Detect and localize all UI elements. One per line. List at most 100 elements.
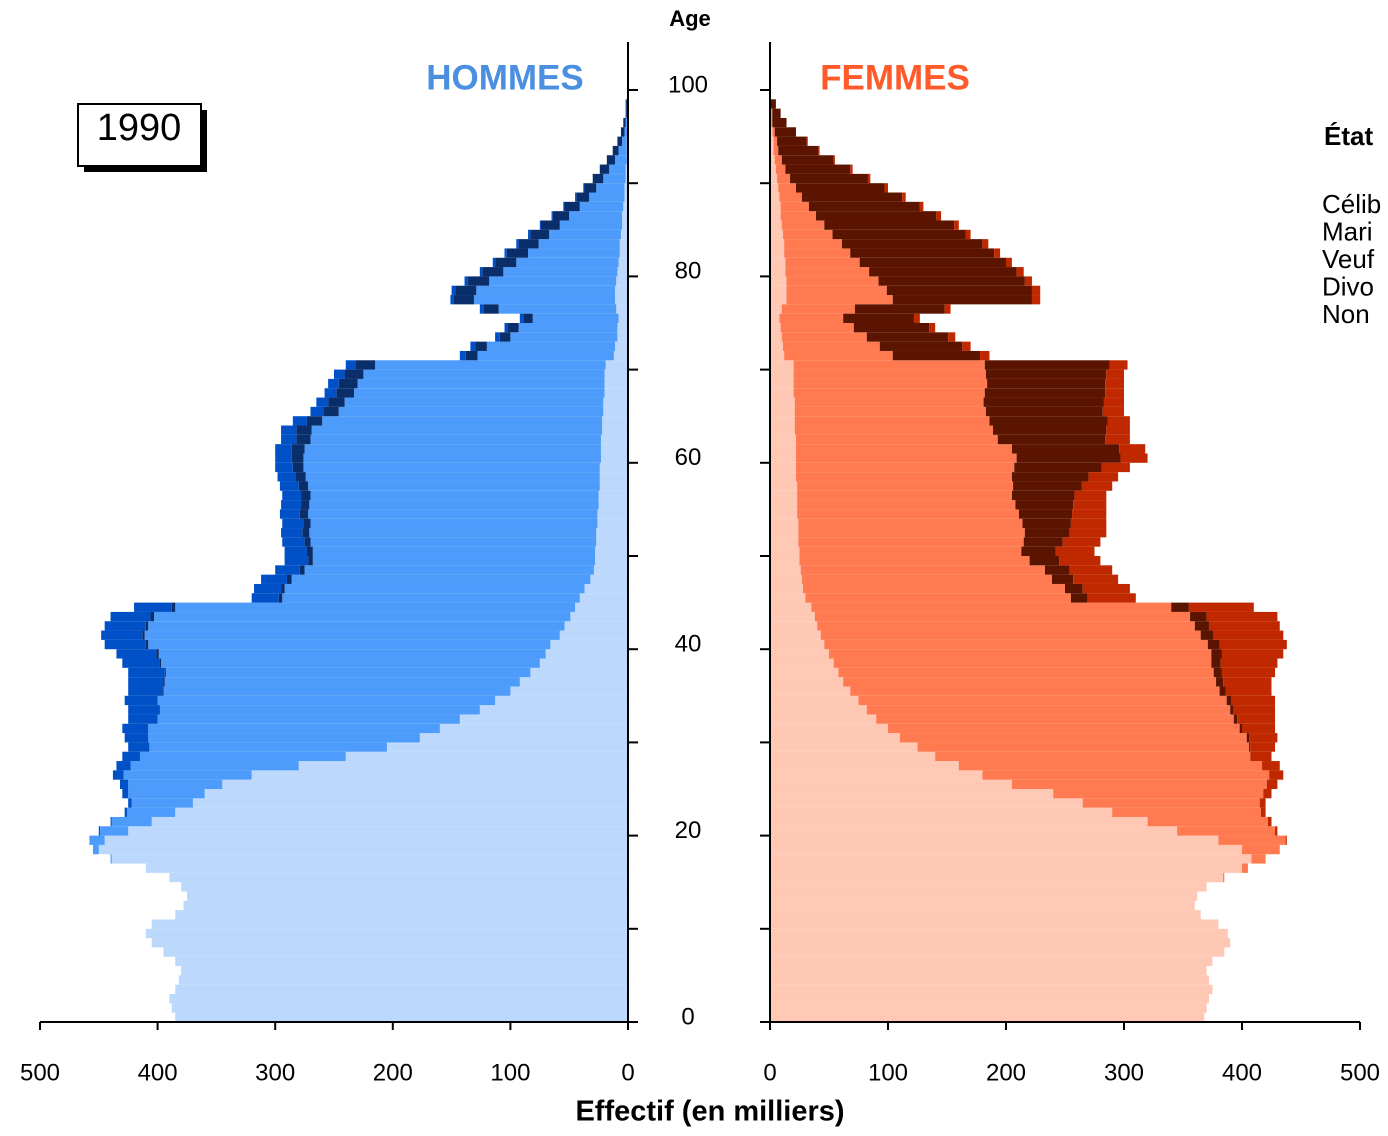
bar-segment bbox=[148, 639, 551, 650]
bar-segment bbox=[1269, 770, 1284, 780]
bar-segment bbox=[116, 649, 157, 659]
bar-segment bbox=[806, 136, 808, 146]
bar-segment bbox=[985, 406, 1103, 417]
bar-segment bbox=[292, 462, 304, 473]
bar-segment bbox=[832, 229, 966, 240]
bar-segment bbox=[1250, 751, 1272, 762]
bar-segment bbox=[144, 630, 560, 640]
bar-segment bbox=[1246, 733, 1250, 743]
bar-segment bbox=[1171, 602, 1189, 612]
bar-segment bbox=[853, 323, 930, 333]
bar-segment bbox=[559, 630, 628, 640]
bar-segment bbox=[251, 593, 279, 603]
bar-segment bbox=[1223, 872, 1225, 883]
bar-segment bbox=[122, 723, 149, 734]
bar-segment bbox=[774, 155, 782, 165]
bar-segment bbox=[879, 341, 963, 351]
bar-segment bbox=[1070, 518, 1107, 529]
bar-segment bbox=[799, 546, 1022, 556]
bar-segment bbox=[770, 677, 844, 687]
bar-segment bbox=[773, 145, 779, 156]
bar-segment bbox=[583, 183, 585, 193]
bar-segment bbox=[913, 313, 920, 323]
bar-segment bbox=[92, 844, 99, 855]
bar-segment bbox=[308, 509, 598, 519]
bar-segment bbox=[281, 528, 303, 538]
bar-segment bbox=[780, 323, 854, 333]
bar-segment bbox=[124, 695, 158, 706]
bar-segment bbox=[98, 844, 629, 855]
bar-segment bbox=[498, 304, 617, 314]
bar-segment bbox=[1262, 761, 1280, 771]
bar-segment bbox=[278, 593, 283, 603]
bar-segment bbox=[110, 611, 151, 622]
bar-segment bbox=[615, 295, 628, 305]
bar-segment bbox=[770, 956, 1213, 967]
bar-segment bbox=[770, 854, 1252, 864]
bar-segment bbox=[451, 285, 456, 296]
bar-segment bbox=[175, 956, 629, 967]
bar-segment bbox=[892, 295, 1032, 305]
bar-segment bbox=[1088, 472, 1119, 482]
bar-segment bbox=[1220, 658, 1278, 668]
bar-segment bbox=[1263, 789, 1272, 799]
bar-segment bbox=[770, 1003, 1207, 1013]
bar-segment bbox=[600, 434, 628, 445]
bar-segment bbox=[344, 369, 364, 379]
x-tick-label: 0 bbox=[621, 1059, 634, 1086]
bar-segment bbox=[477, 350, 614, 361]
x-tick-label: 200 bbox=[986, 1059, 1026, 1086]
bar-segment bbox=[510, 332, 618, 342]
bar-segment bbox=[899, 733, 1247, 743]
bar-segment bbox=[1223, 677, 1272, 687]
bar-segment bbox=[1119, 444, 1146, 454]
bar-segment bbox=[149, 742, 387, 752]
bar-segment bbox=[770, 211, 781, 221]
bar-segment bbox=[104, 835, 629, 845]
bar-segment bbox=[770, 928, 1228, 939]
bar-segment bbox=[122, 751, 140, 762]
bar-segment bbox=[770, 779, 1012, 789]
bar-segment bbox=[982, 239, 989, 249]
bar-segment bbox=[770, 425, 795, 435]
bar-segment bbox=[770, 267, 786, 277]
bar-segment bbox=[600, 453, 628, 463]
bar-segment bbox=[797, 481, 1014, 491]
bar-segment bbox=[770, 583, 804, 594]
bar-segment bbox=[1147, 816, 1268, 827]
bar-segment bbox=[123, 770, 252, 780]
bar-segment bbox=[780, 201, 809, 212]
bar-segment bbox=[551, 211, 553, 221]
legend-entry: Veuf bbox=[1322, 244, 1375, 274]
bar-segment bbox=[603, 173, 626, 184]
bar-segment bbox=[902, 192, 906, 202]
bar-segment bbox=[770, 500, 798, 510]
bar-segment bbox=[483, 304, 499, 314]
bar-segment bbox=[1022, 518, 1071, 529]
bar-segment bbox=[131, 798, 193, 808]
bar-segment bbox=[829, 649, 1212, 659]
bar-segment bbox=[304, 565, 594, 575]
bar-segment bbox=[770, 658, 834, 668]
bar-segment bbox=[151, 816, 628, 827]
bar-segment bbox=[476, 285, 616, 296]
bar-segment bbox=[624, 192, 628, 202]
bar-segment bbox=[795, 434, 998, 445]
bar-segment bbox=[770, 192, 780, 202]
bar-segment bbox=[617, 136, 623, 146]
bar-segment bbox=[770, 1012, 1205, 1022]
bar-segment bbox=[291, 444, 305, 454]
bar-segment bbox=[296, 434, 311, 445]
bar-segment bbox=[516, 239, 519, 249]
bar-segment bbox=[770, 509, 798, 519]
bar-segment bbox=[355, 360, 376, 370]
bar-segment bbox=[1190, 611, 1207, 622]
bar-segment bbox=[303, 453, 601, 463]
bar-segment bbox=[919, 201, 924, 212]
bar-segment bbox=[504, 248, 507, 258]
bar-segment bbox=[786, 285, 887, 296]
bar-segment bbox=[606, 155, 616, 165]
bar-segment bbox=[772, 108, 781, 118]
bar-segment bbox=[772, 117, 787, 128]
bar-segment bbox=[162, 686, 164, 696]
